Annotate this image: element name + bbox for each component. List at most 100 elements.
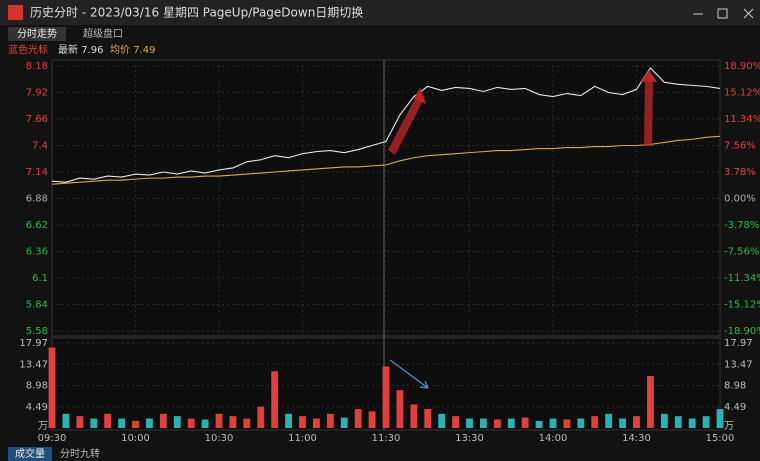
annotation-arrow-head <box>641 70 657 82</box>
y-tick-label: 4.49 <box>26 402 48 413</box>
y2-tick-label: 11.34% <box>724 114 760 125</box>
volume-bar <box>146 418 153 428</box>
price-line <box>51 67 721 183</box>
unit-label: 万 <box>724 421 734 432</box>
x-tick-label: 10:00 <box>121 433 150 444</box>
annotation-arrow <box>644 78 653 146</box>
x-tick-label: 13:30 <box>455 433 484 444</box>
volume-bar <box>633 416 640 428</box>
volume-bar <box>313 418 320 428</box>
annotation-arrow-head <box>414 88 426 104</box>
y-tick-label: 6.1 <box>32 273 48 284</box>
volume-bar <box>424 409 432 428</box>
volume-bar <box>76 416 84 428</box>
volume-bar <box>173 416 181 428</box>
y-tick-label: 8.98 <box>26 381 48 392</box>
y-tick-label: 5.84 <box>26 300 48 311</box>
y-tick-label: 17.97 <box>19 338 48 349</box>
volume-bar <box>159 413 167 428</box>
y2-tick-label: 7.56% <box>724 141 756 152</box>
volume-bar <box>396 390 404 428</box>
volume-bar <box>674 416 682 428</box>
volume-bar <box>493 419 501 428</box>
price-line <box>51 135 721 185</box>
x-tick-label: 15:00 <box>706 433 735 444</box>
volume-bar <box>507 418 515 428</box>
volume-bar <box>466 418 473 428</box>
volume-bar <box>410 404 418 428</box>
volume-bar <box>591 416 599 428</box>
y2-tick-label: 4.49 <box>724 402 746 413</box>
volume-bar <box>563 419 571 428</box>
volume-bar <box>438 413 446 428</box>
volume-bar <box>452 416 459 428</box>
annotation-arrow <box>388 93 425 155</box>
volume-bar <box>326 413 334 428</box>
x-tick-label: 11:00 <box>288 433 317 444</box>
volume-bar <box>716 409 724 428</box>
y2-tick-label: 13.47 <box>724 359 753 370</box>
tab-active[interactable] <box>8 27 66 41</box>
y-tick-label: 7.14 <box>26 167 48 178</box>
volume-bar <box>257 406 265 428</box>
plot: 8.18 7.92 7.66 7.4 7.14 6.88 6.62 6.36 6.1 5.84 5.… <box>19 60 760 444</box>
tab[interactable]: 分时走势 <box>17 27 57 40</box>
y-tick-label: 7.66 <box>26 114 48 125</box>
y2-tick-label: 15.12% <box>724 88 760 99</box>
volume-bar <box>354 409 362 428</box>
y2-tick-label: -11.34% <box>724 273 760 284</box>
latest-value: 7.96 <box>81 45 103 56</box>
y2-tick-label: -15.12% <box>724 300 760 311</box>
close-button[interactable] <box>743 8 754 19</box>
volume-bar <box>549 418 557 428</box>
y2-tick-label: -3.78% <box>724 220 759 231</box>
avg-label: 均价 <box>110 44 130 56</box>
volume-bar <box>215 413 223 428</box>
y2-tick-label: -7.56% <box>724 247 759 258</box>
y2-tick-label: 17.97 <box>724 338 753 349</box>
y2-tick-label: -18.90% <box>724 326 760 337</box>
x-tick-label: 10:30 <box>205 433 234 444</box>
volume-bar <box>382 366 390 428</box>
volume-bar <box>48 347 56 428</box>
volume-bar <box>118 418 125 428</box>
y2-tick-label: 0.00% <box>724 194 756 205</box>
latest-label: 最新 <box>58 43 78 56</box>
bottom-tab[interactable]: 分时九转 <box>60 447 100 460</box>
volume-bar <box>688 418 696 428</box>
y-tick-label: 7.92 <box>26 88 48 99</box>
maximize-button[interactable] <box>717 8 728 19</box>
volume-bar <box>299 416 306 428</box>
volume-bar <box>340 417 348 428</box>
avg-value: 7.49 <box>133 45 155 56</box>
volume-bar <box>243 418 251 428</box>
y2-tick-label: 18.90% <box>724 61 760 72</box>
stock-name: 蓝色光标 <box>8 43 48 56</box>
y-tick-label: 8.18 <box>26 61 48 72</box>
volume-bar <box>62 413 70 428</box>
bottom-tab[interactable]: 成交量 <box>15 447 45 460</box>
bottom-tab-active[interactable] <box>8 447 52 461</box>
y-tick-label: 7.4 <box>32 141 48 152</box>
y-tick-label: 6.36 <box>26 247 48 258</box>
volume-bar <box>577 418 585 428</box>
volume-bar <box>90 418 98 428</box>
y-tick-label: 6.62 <box>26 220 48 231</box>
x-tick-label: 14:30 <box>622 433 651 444</box>
volume-bar <box>480 418 487 428</box>
volume-bar <box>535 420 543 428</box>
volume-bar <box>229 416 237 428</box>
y-tick-label: 6.88 <box>26 194 48 205</box>
x-tick-label: 11:30 <box>372 433 401 444</box>
info-line: 蓝色光标 最新 7.96 均价 7.49 <box>8 43 155 56</box>
volume-bar <box>368 411 376 428</box>
annotation-arrow <box>389 359 429 389</box>
volume-bar <box>271 371 279 428</box>
volume-bar <box>285 413 292 428</box>
volume-bar <box>132 420 139 428</box>
volume-bar <box>201 419 209 428</box>
tab[interactable]: 超级盘口 <box>83 27 123 40</box>
app-icon <box>8 5 23 20</box>
